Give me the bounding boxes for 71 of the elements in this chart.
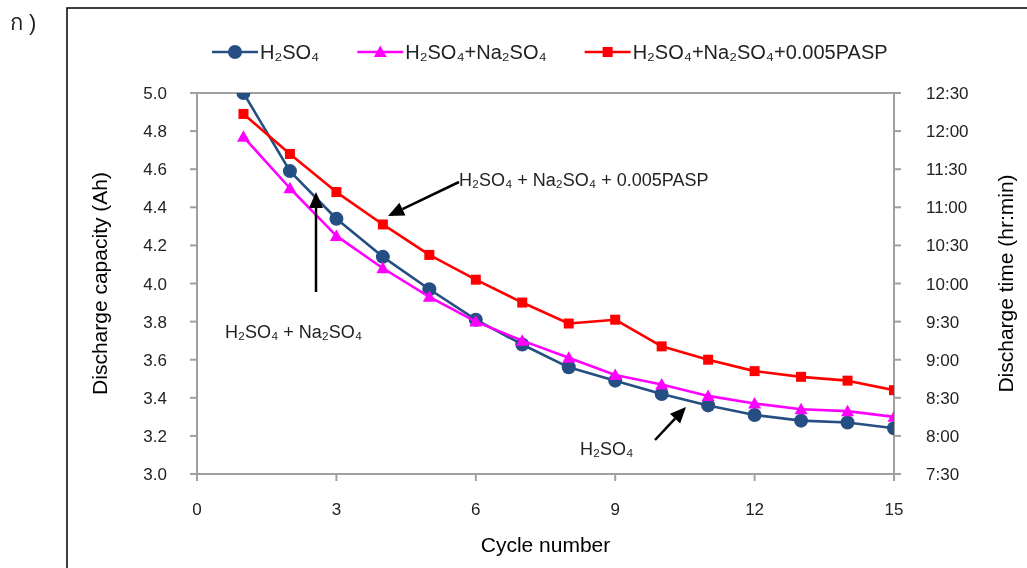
y-tick-label: 5.0: [143, 84, 167, 103]
y2-axis-title: Discharge time (hr:min): [994, 174, 1017, 393]
point: [236, 130, 250, 142]
point: [377, 219, 388, 230]
y-tick-label: 4.2: [143, 236, 167, 256]
y-tick-label: 4.8: [143, 122, 167, 142]
annotation: H₂SO₄ + Na₂SO₄ + 0.005PASP: [459, 170, 709, 190]
y2-tick-label: 10:00: [926, 274, 969, 294]
point: [517, 297, 528, 308]
point: [329, 211, 344, 226]
point: [747, 407, 762, 422]
y2-tick-label: 8:30: [926, 388, 960, 408]
point: [283, 181, 297, 194]
legend-label: H₂SO₄+Na₂SO₄: [405, 41, 547, 63]
y2-tick-label: 9:30: [926, 312, 960, 332]
point: [610, 314, 621, 325]
y2-tick-label: 11:30: [926, 160, 968, 180]
point: [515, 334, 529, 346]
point: [842, 375, 853, 386]
x-tick-label: 0: [192, 500, 202, 519]
x-tick-label: 3: [331, 500, 342, 519]
point: [331, 187, 342, 198]
point: [563, 318, 574, 329]
point: [608, 368, 622, 380]
point: [284, 148, 295, 159]
x-axis-title: Cycle number: [480, 533, 611, 556]
y-tick-label: 3.4: [143, 388, 167, 408]
y2-tick-label: 12:00: [926, 122, 969, 142]
point: [282, 164, 297, 179]
y2-tick-label: 8:00: [926, 426, 960, 446]
y-tick-label: 4.4: [143, 198, 167, 218]
point: [701, 389, 715, 401]
point: [748, 397, 762, 409]
annotation: H₂SO₄: [580, 439, 634, 459]
x-tick-label: 6: [471, 500, 481, 519]
y-tick-label: 4.6: [143, 160, 167, 180]
y-tick-label: 3.2: [143, 426, 167, 446]
text: ก ): [10, 10, 37, 35]
point: [375, 249, 390, 264]
legend-label: H₂SO₄+Na₂SO₄+0.005PASP: [632, 41, 888, 63]
point: [422, 290, 436, 302]
y-tick-label: 3.0: [143, 465, 167, 484]
point: [749, 366, 760, 377]
point: [703, 354, 714, 365]
legend-label: H₂SO₄: [260, 41, 320, 63]
point: [424, 249, 435, 260]
point: [840, 415, 855, 430]
y-tick-label: 4.0: [143, 274, 167, 294]
y2-tick-label: 9:00: [926, 350, 960, 370]
point: [562, 351, 576, 363]
point: [656, 341, 667, 352]
annotation: H₂SO₄ + Na₂SO₄: [225, 322, 363, 342]
point: [376, 261, 390, 274]
x-tick-label: 12: [745, 500, 765, 519]
point: [238, 108, 249, 119]
y-axis-title: Discharge capacity (Ah): [88, 172, 111, 395]
point: [655, 377, 669, 390]
y2-tick-label: 11:00: [926, 198, 968, 218]
x-tick-label: 15: [884, 500, 904, 519]
y-tick-label: 3.6: [143, 350, 167, 370]
point: [841, 404, 855, 417]
y-tick-label: 3.8: [143, 312, 167, 332]
point: [794, 402, 808, 415]
point: [329, 229, 343, 241]
point: [470, 274, 481, 285]
y2-tick-label: 10:30: [926, 236, 969, 256]
y2-tick-label: 12:30: [926, 84, 969, 103]
x-tick-label: 9: [610, 500, 620, 519]
point: [794, 413, 809, 428]
y2-tick-label: 7:30: [926, 465, 960, 484]
point: [796, 371, 807, 382]
